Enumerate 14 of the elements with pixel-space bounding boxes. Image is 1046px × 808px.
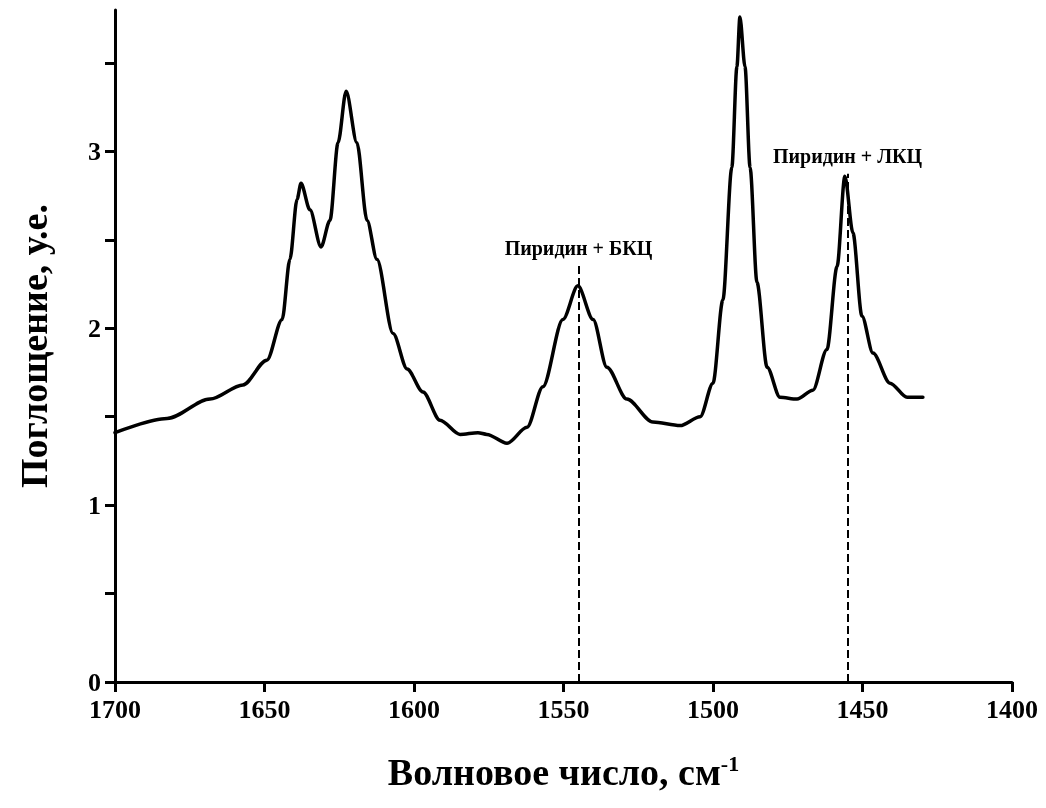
ref-line-label: Пиридин + БКЦ (504, 236, 653, 260)
y-tick-label: 1 (88, 490, 101, 520)
x-tick-label: 1700 (89, 694, 141, 724)
ref-line-label: Пиридин + ЛКЦ (772, 144, 923, 168)
y-tick-label: 2 (88, 313, 101, 343)
y-tick-label: 3 (88, 136, 101, 166)
x-tick-label: 1450 (836, 694, 889, 724)
x-tick-label: 1650 (238, 694, 291, 724)
y-tick-label: 0 (88, 667, 101, 697)
x-tick-label: 1550 (537, 694, 590, 724)
y-axis-title: Поглощение, у.е. (13, 204, 55, 488)
x-tick-label: 1500 (687, 694, 739, 724)
x-tick-label: 1600 (388, 694, 440, 724)
x-tick-label: 1400 (986, 694, 1038, 724)
